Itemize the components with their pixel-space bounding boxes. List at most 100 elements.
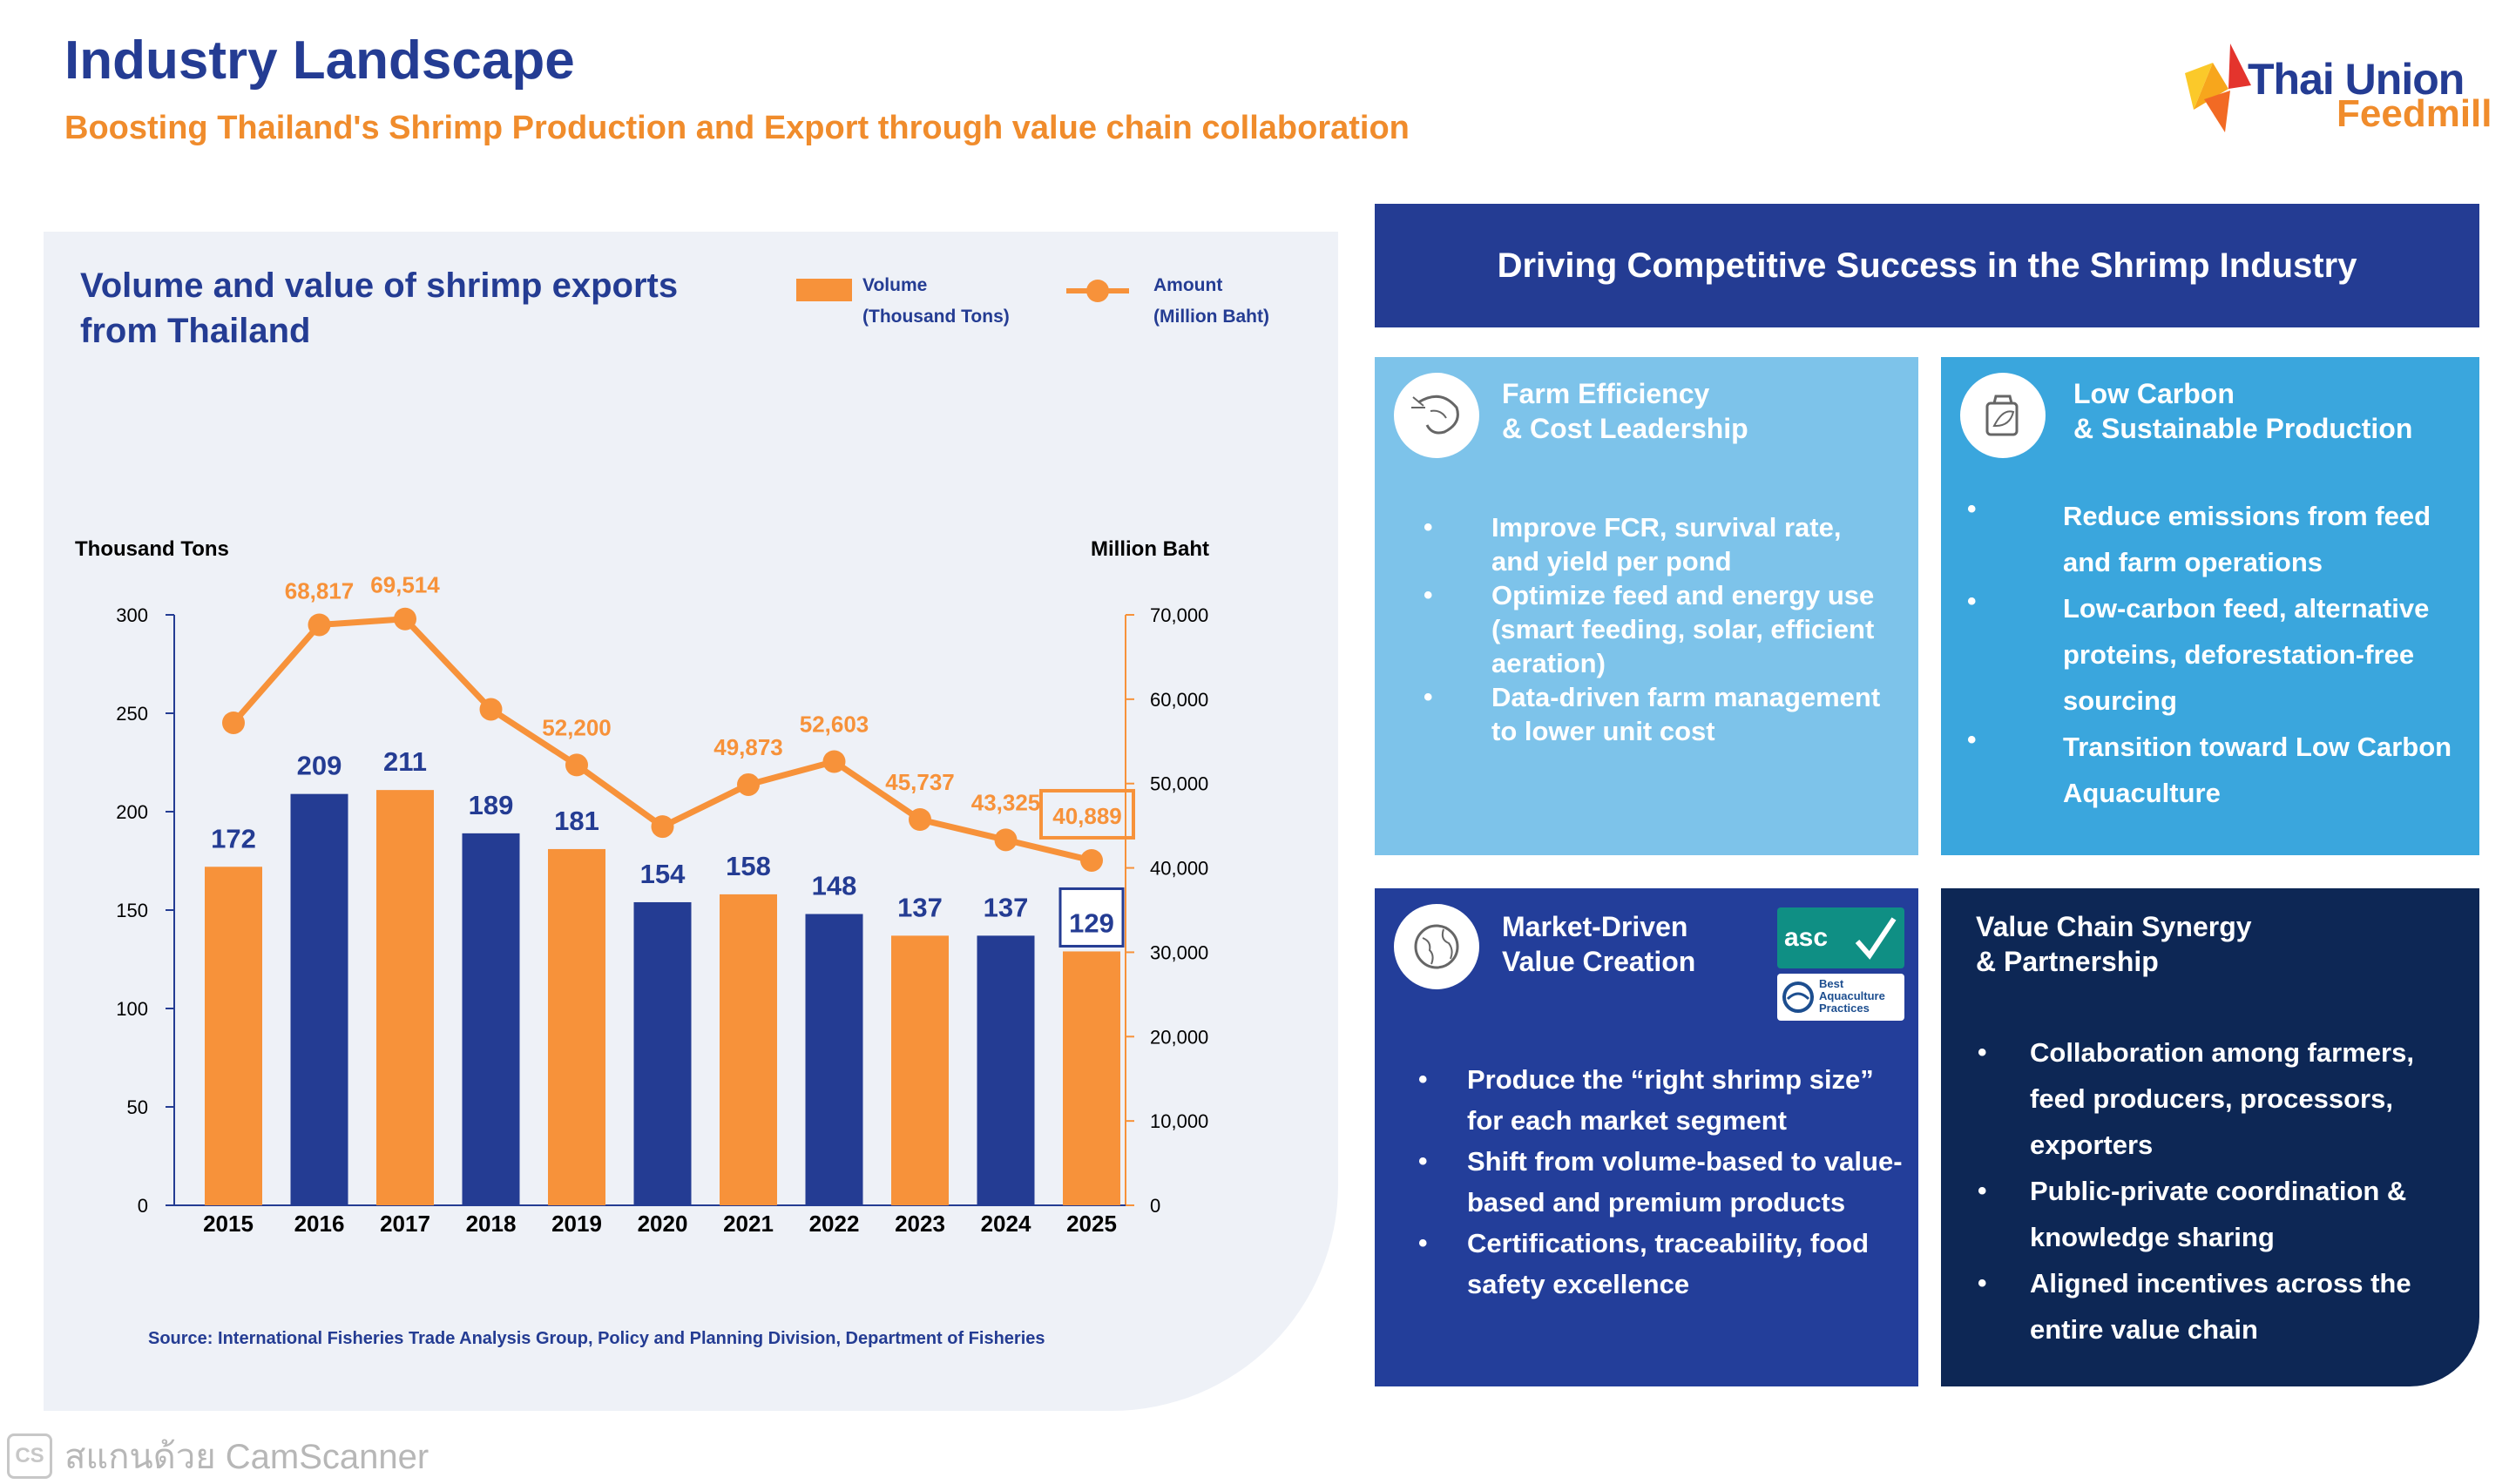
- bar-label-volume: 137: [897, 892, 943, 922]
- x-tick-label: 2019: [551, 1211, 602, 1237]
- point-label-amount: 68,817: [285, 577, 355, 604]
- bar-volume-2019: [548, 848, 605, 1205]
- bar-volume-2025: [1063, 951, 1120, 1205]
- card-chain-bullets: • Collaboration among farmers, feed produ…: [1978, 1029, 2465, 1352]
- card-market-title-line1: Market-Driven: [1502, 911, 1688, 942]
- bar-volume-2020: [633, 901, 692, 1205]
- legend-volume-swatch: [796, 279, 852, 301]
- y-tick-label-right: 70,000: [1150, 604, 1208, 626]
- bar-volume-2015: [205, 867, 262, 1205]
- page-title: Industry Landscape: [64, 30, 575, 91]
- y-tick-label-left: 250: [116, 703, 148, 725]
- legend-amount-line2: (Million Baht): [1153, 307, 1269, 327]
- point-amount-2021: [737, 772, 760, 796]
- card-carbon-bullets: • Reduce emissions from feed and farm ope…: [1967, 493, 2464, 816]
- chart-plot: Thousand Tons Million Baht 0 50 100 150 200 250…: [75, 537, 1209, 1237]
- x-tick-label: 2021: [723, 1211, 774, 1237]
- card-carbon-title-line1: Low Carbon: [2073, 378, 2235, 409]
- point-amount-2017: [394, 607, 416, 631]
- y-tick-label-right: 60,000: [1150, 689, 1208, 711]
- bar-label-volume: 137: [984, 892, 1029, 922]
- x-tick-label: 2015: [203, 1211, 254, 1237]
- bar-volume-2022: [805, 914, 863, 1205]
- eco-feed-icon: [1960, 373, 2046, 458]
- card-market-driven: Market-Driven Value Creation asc Best Aq…: [1375, 888, 1918, 1386]
- x-tick-label: 2025: [1066, 1211, 1117, 1237]
- chart-source: Source: International Fisheries Trade An…: [148, 1329, 1045, 1348]
- point-amount-2022: [822, 750, 846, 773]
- list-item: • Collaboration among farmers, feed produ…: [1978, 1037, 2414, 1160]
- x-tick-label: 2022: [809, 1211, 860, 1237]
- y-tick-label-right: 40,000: [1150, 858, 1208, 880]
- bar-volume-2017: [376, 790, 434, 1205]
- point-amount-2020: [651, 815, 674, 839]
- y-tick-label-right: 0: [1150, 1195, 1160, 1217]
- x-tick-label: 2016: [294, 1211, 345, 1237]
- point-amount-2016: [308, 613, 331, 637]
- logo-text-feedmill: Feedmill: [2337, 92, 2492, 135]
- bar-label-volume: 158: [726, 851, 771, 881]
- list-item: • Improve FCR, survival rate, and yield p…: [1424, 512, 1842, 577]
- card-farm-efficiency: Farm Efficiency & Cost Leadership • Impro…: [1375, 357, 1918, 855]
- point-amount-2024: [994, 828, 1018, 852]
- point-label-amount: 43,325: [971, 789, 1041, 815]
- camscanner-logo-icon: CS: [7, 1433, 52, 1479]
- y-tick-label-right: 20,000: [1150, 1026, 1208, 1048]
- legend-volume-line1: Volume: [862, 275, 928, 295]
- legend-amount-marker: [1066, 280, 1129, 302]
- page-subtitle: Boosting Thailand's Shrimp Production an…: [64, 110, 1410, 146]
- point-amount-2015: [222, 711, 245, 734]
- logo-text-thai-union: Thai Union: [2248, 55, 2465, 104]
- card-carbon-title-line2: & Sustainable Production: [2073, 413, 2413, 444]
- x-tick-label: 2024: [981, 1211, 1031, 1237]
- x-tick-label: 2020: [638, 1211, 688, 1237]
- camscanner-text: สแกนด้วย CamScanner: [64, 1438, 429, 1476]
- card-chain-title: Value Chain Synergy & Partnership: [1976, 909, 2252, 979]
- point-label-amount: 52,200: [542, 714, 612, 740]
- chart-title: Volume and value of shrimp exports from …: [80, 266, 679, 350]
- legend-volume-label: Volume (Thousand Tons): [862, 270, 1010, 333]
- y-axis-right-title: Million Baht: [1091, 537, 1209, 561]
- point-amount-2023: [909, 808, 931, 832]
- card-farm-title-line2: & Cost Leadership: [1502, 413, 1748, 444]
- y-tick-label-left: 200: [116, 801, 148, 823]
- bar-label-volume: 209: [297, 751, 342, 781]
- point-amount-2025: [1080, 848, 1103, 872]
- card-market-title: Market-Driven Value Creation: [1502, 909, 1695, 979]
- y-tick-label-right: 30,000: [1150, 941, 1208, 963]
- card-farm-bullets: • Improve FCR, survival rate, and yield p…: [1424, 510, 1894, 748]
- highlight-box-amount: [1039, 788, 1135, 840]
- bar-volume-2023: [891, 935, 949, 1205]
- list-item: • Shift from volume-based to value-based …: [1418, 1146, 1903, 1218]
- card-farm-title-line1: Farm Efficiency: [1502, 378, 1710, 409]
- point-amount-2018: [479, 698, 503, 721]
- list-item: • Aligned incentives across the entire va…: [1978, 1268, 2411, 1345]
- card-value-chain: Value Chain Synergy & Partnership • Colla…: [1941, 888, 2479, 1386]
- x-tick-label: 2017: [380, 1211, 430, 1237]
- bar-label-volume: 181: [554, 806, 599, 836]
- x-tick-label: 2018: [466, 1211, 517, 1237]
- list-item: • Produce the “right shrimp size” for eac…: [1418, 1064, 1874, 1136]
- bap-certification-logo: Best Aquaculture Practices: [1777, 974, 1904, 1021]
- list-item: • Certifications, traceability, food safe…: [1418, 1228, 1870, 1299]
- list-item: • Low-carbon feed, alternative proteins, …: [1967, 587, 2430, 716]
- brand-logo: Thai Union Feedmill: [2178, 38, 2492, 143]
- asc-certification-logo: asc: [1777, 907, 1904, 968]
- y-tick-label-left: 100: [116, 998, 148, 1020]
- y-tick-label-left: 150: [116, 900, 148, 921]
- y-axis-left-title: Thousand Tons: [75, 537, 229, 561]
- card-chain-title-line1: Value Chain Synergy: [1976, 911, 2252, 942]
- card-farm-title: Farm Efficiency & Cost Leadership: [1502, 376, 1748, 446]
- point-amount-2019: [565, 753, 588, 777]
- point-label-amount: 40,889: [1052, 803, 1122, 829]
- brand-mark-icon: [2185, 44, 2251, 132]
- card-chain-title-line2: & Partnership: [1976, 946, 2159, 977]
- legend-amount-label: Amount (Million Baht): [1153, 270, 1269, 333]
- legend-amount-line1: Amount: [1153, 275, 1223, 295]
- globe-icon: [1394, 904, 1479, 989]
- card-market-title-line2: Value Creation: [1502, 946, 1696, 977]
- card-market-bullets: • Produce the “right shrimp size” for eac…: [1418, 1059, 1906, 1305]
- bar-volume-2024: [977, 935, 1035, 1205]
- right-section-header: Driving Competitive Success in the Shrim…: [1375, 204, 2479, 327]
- y-tick-label-right: 10,000: [1150, 1110, 1208, 1132]
